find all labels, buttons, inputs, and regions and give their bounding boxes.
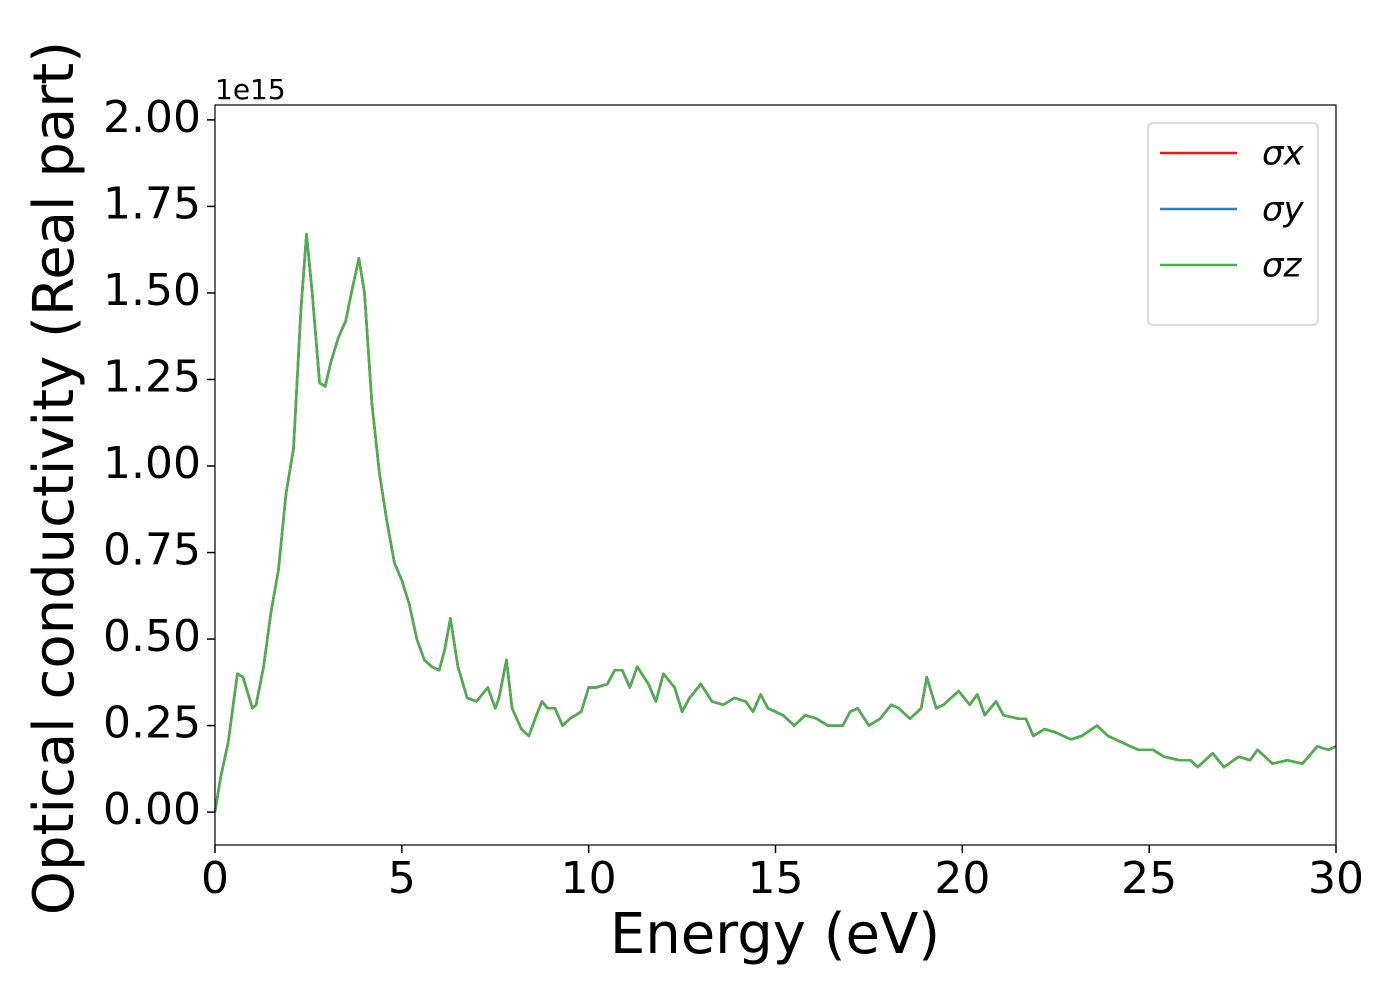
y-tick-label: 2.00 — [103, 92, 201, 143]
y-tick-label: 1.00 — [103, 438, 201, 489]
x-tick-label: 15 — [748, 853, 804, 904]
x-tick-label: 10 — [561, 853, 617, 904]
y-tick-label: 0.50 — [103, 611, 201, 662]
y-tick-label: 0.00 — [103, 784, 201, 835]
x-axis-label: Energy (eV) — [610, 902, 940, 967]
y-tick-label: 1.50 — [103, 265, 201, 316]
legend-label: σx — [1262, 134, 1305, 174]
legend-box — [1147, 122, 1319, 326]
y-tick-label: 0.75 — [103, 525, 201, 576]
plot-frame — [214, 104, 1337, 846]
x-tick-label: 30 — [1308, 853, 1364, 904]
y-tick-label: 1.25 — [103, 351, 201, 402]
y-tick-label: 0.25 — [103, 698, 201, 749]
series-line — [213, 232, 1337, 813]
y-axis-label: Optical conductivity (Real part) — [22, 41, 87, 915]
legend-label: σz — [1262, 246, 1303, 286]
x-tick-label: 20 — [934, 853, 990, 904]
x-tick-label: 0 — [201, 853, 229, 904]
offset-label: 1e15 — [215, 73, 286, 106]
y-tick-label: 1.75 — [103, 178, 201, 229]
x-tick-label: 25 — [1121, 853, 1177, 904]
x-tick-label: 5 — [388, 853, 416, 904]
legend-label: σy — [1262, 190, 1305, 230]
